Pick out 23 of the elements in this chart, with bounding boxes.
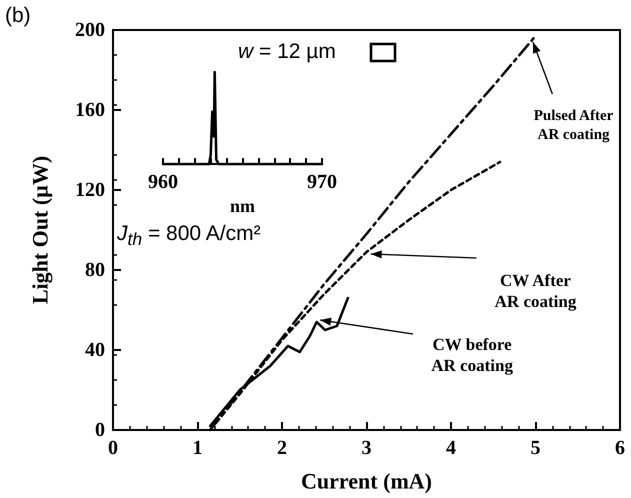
y-tick-label: 160 (75, 99, 105, 121)
y-tick-label: 0 (95, 419, 105, 441)
y-tick-label: 80 (85, 259, 105, 281)
y-tick-label: 200 (75, 19, 105, 41)
x-axis-title: nm (230, 196, 256, 216)
x-tick-label: 2 (277, 437, 287, 459)
text: (b) (5, 4, 31, 28)
x-tick-label: 6 (615, 437, 625, 459)
x-tick-label: 970 (307, 171, 337, 194)
x-tick-label: 5 (530, 437, 540, 459)
x-axis-title: Current (mA) (301, 468, 432, 494)
text: Pulsed After AR coating (534, 108, 614, 143)
annotation: J$_{th}$ = 800 A/cm² (117, 222, 261, 250)
x-tick-label: 4 (446, 437, 456, 459)
annotation: w = 12 µm (238, 40, 336, 64)
x-tick-label: 1 (192, 437, 202, 459)
text: CW before AR coating (431, 335, 514, 375)
x-tick-label: 960 (148, 171, 178, 194)
text: CW After AR coating (494, 271, 577, 311)
y-tick-label: 120 (75, 179, 105, 201)
x-tick-label: 3 (362, 437, 372, 459)
y-tick-label: 40 (85, 339, 105, 361)
y-axis-title: Light Out (µW) (28, 156, 52, 304)
